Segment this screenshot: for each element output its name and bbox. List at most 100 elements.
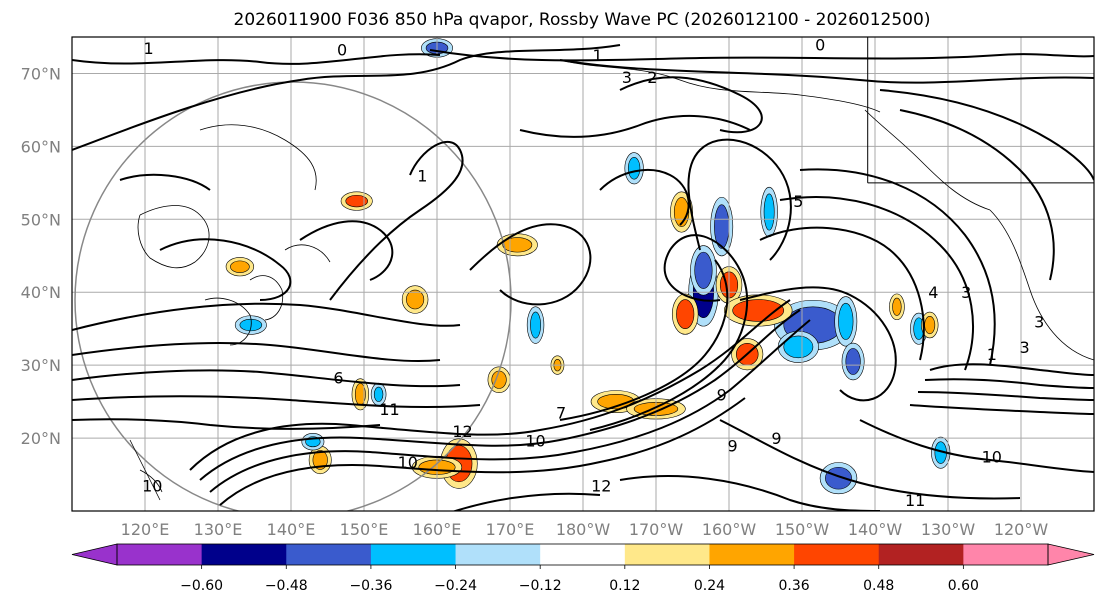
contour-line xyxy=(199,309,801,481)
colorbar-tick-labels: −0.60 −0.48 −0.36 −0.24 −0.12 0.12 0.24 0.36 0.4… xyxy=(180,565,979,594)
contour-label: 1 xyxy=(144,39,154,58)
contour-label: 11 xyxy=(379,400,399,419)
colorbar-tick-label: 0.12 xyxy=(609,578,640,594)
lon-tick-label: 120°W xyxy=(994,520,1049,539)
coastline xyxy=(137,205,210,269)
contour-label: 3 xyxy=(622,68,632,87)
contour-label: 11 xyxy=(905,491,925,510)
contour-line xyxy=(452,492,601,511)
anomaly-core xyxy=(597,394,635,410)
graticule xyxy=(72,37,1094,511)
lon-tick-label: 150°W xyxy=(775,520,830,539)
contour-line xyxy=(72,302,461,331)
contour-line xyxy=(72,44,621,151)
contour-line xyxy=(559,59,1094,84)
contour-line xyxy=(779,196,974,371)
contour-line xyxy=(519,115,751,138)
contour-line xyxy=(687,138,792,261)
anomaly-core xyxy=(924,315,936,335)
contour-line xyxy=(924,378,1094,389)
anomaly-core xyxy=(530,311,541,339)
lat-tick-label: 20°N xyxy=(21,429,61,448)
contour-label: 1 xyxy=(417,167,427,186)
contour-line xyxy=(159,238,292,301)
contour-line xyxy=(469,223,592,306)
contour-line xyxy=(209,319,811,493)
contour-label: 9 xyxy=(771,429,781,448)
lat-tick-label: 70°N xyxy=(21,64,61,83)
anomaly-core xyxy=(373,386,384,402)
anomaly-core xyxy=(825,466,852,490)
contour-line xyxy=(559,259,729,421)
anomaly-core xyxy=(345,194,368,208)
contour-line xyxy=(859,419,1094,473)
contour-label: 10 xyxy=(982,447,1002,466)
contour-line xyxy=(589,234,748,431)
anomaly-core xyxy=(676,299,695,329)
contour-label: 5 xyxy=(793,192,803,211)
coastline xyxy=(139,469,163,493)
contour-label: 6 xyxy=(333,369,343,388)
contour-line xyxy=(72,369,461,388)
anomaly-core xyxy=(892,297,902,316)
lon-tick-label: 130°E xyxy=(194,520,243,539)
contour-line xyxy=(299,220,394,281)
contour-label: 3 xyxy=(1034,312,1044,331)
colorbar-under-arrow xyxy=(71,543,118,566)
contour-label: 10 xyxy=(398,453,418,472)
anomaly-core xyxy=(694,251,713,289)
colorbar-tick-label: −0.12 xyxy=(519,578,562,594)
lon-tick-label: 120°E xyxy=(121,520,170,539)
contour-line xyxy=(619,475,881,511)
contour-line xyxy=(799,168,996,366)
colorbar-segment xyxy=(201,544,287,565)
coastline xyxy=(199,124,317,191)
colorbar-segment xyxy=(709,544,795,565)
lat-tick-label: 50°N xyxy=(21,210,61,229)
colorbar-segment xyxy=(286,544,372,565)
colorbar-over-arrow xyxy=(1047,543,1095,566)
anomaly-core xyxy=(845,348,861,375)
colorbar-segment xyxy=(963,544,1049,565)
contour-line xyxy=(917,391,1094,401)
contour-line xyxy=(429,49,1094,62)
coastline xyxy=(204,297,252,346)
contour-label: 9 xyxy=(728,436,738,455)
contour-line xyxy=(739,286,897,402)
colorbar-tick-label: −0.36 xyxy=(349,578,392,594)
anomaly-core xyxy=(838,302,854,340)
contour-line xyxy=(189,299,791,471)
colorbar-segment xyxy=(794,544,880,565)
colorbar-segment xyxy=(624,544,710,565)
lon-tick-label: 160°E xyxy=(413,520,462,539)
anomaly-core xyxy=(783,335,814,359)
anomaly-core xyxy=(406,289,425,310)
contour-line xyxy=(909,404,1094,415)
contour-label: 12 xyxy=(452,422,472,441)
lon-tick-label: 160°W xyxy=(702,520,757,539)
lon-tick-label: 150°E xyxy=(340,520,389,539)
colorbar-tick-label: 0.36 xyxy=(779,578,810,594)
colorbar-segment xyxy=(878,544,964,565)
lon-tick-label: 180°W xyxy=(556,520,611,539)
contour-label: 0 xyxy=(815,35,825,54)
contour-label: 0 xyxy=(337,40,347,59)
coastline xyxy=(559,59,881,113)
contour-line xyxy=(929,363,1094,376)
colorbar-tick-label: 0.48 xyxy=(863,578,894,594)
contour-label: 4 xyxy=(928,283,938,302)
contour-line xyxy=(599,169,690,226)
contour-label: 1 xyxy=(593,46,603,65)
coastline xyxy=(129,439,161,501)
contour-line xyxy=(719,419,1021,500)
colorbar xyxy=(71,543,1095,566)
contour-line xyxy=(72,342,441,363)
colorbar-segment xyxy=(370,544,457,565)
colorbar-frame xyxy=(116,543,1049,566)
colorbar-segment xyxy=(540,544,626,565)
anomaly-core xyxy=(312,450,328,470)
colorbar-tick-label: 0.60 xyxy=(948,578,979,594)
contour-lines xyxy=(72,44,1094,511)
